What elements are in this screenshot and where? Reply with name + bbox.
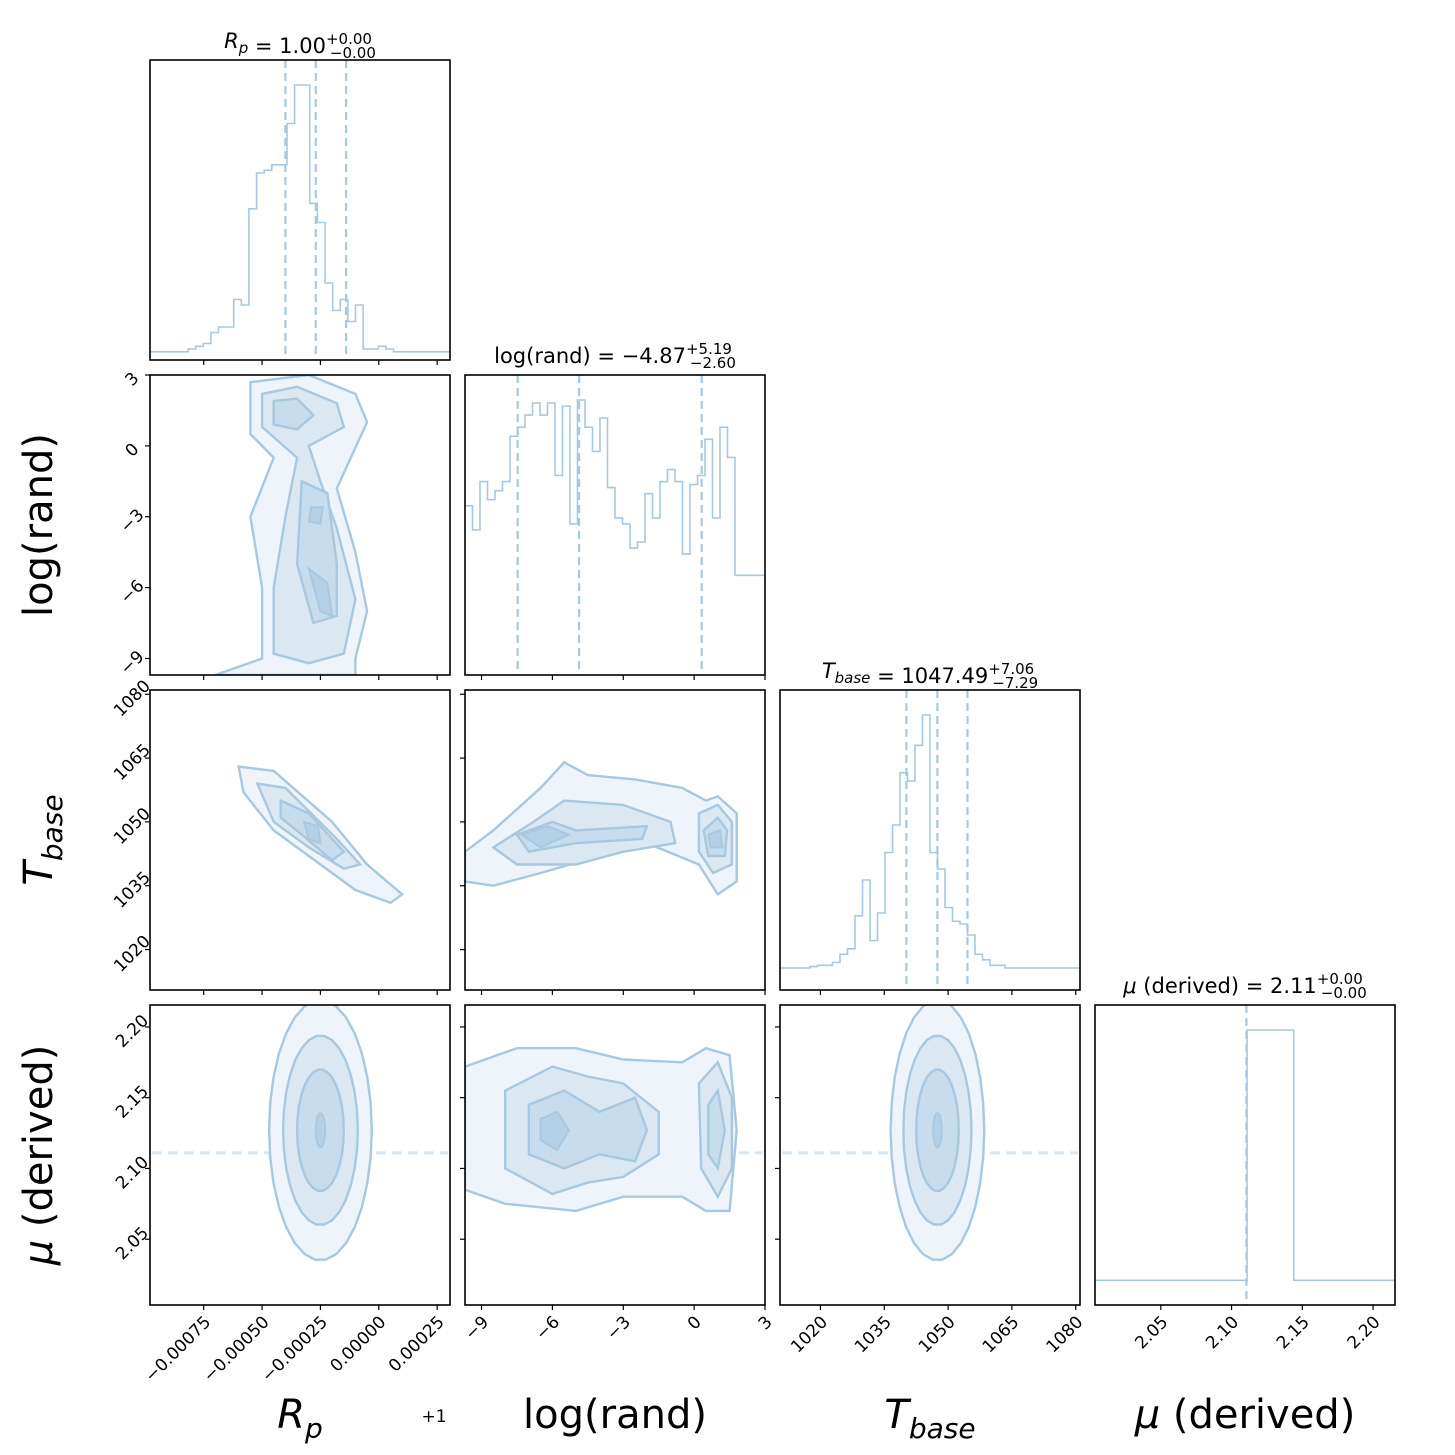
y-tick-label: 0 [122,439,144,461]
histogram-tbase [780,714,1080,969]
panel-mu-vs-logrand: −9 −6 −3 0 3 [460,1004,777,1344]
panel-tbase-vs-rp: 1020 1035 1050 1065 1080 [110,676,451,995]
x-tick-label: 0.00000 [326,1312,390,1376]
contour-logrand-tbase-peak [519,825,572,849]
x-tick-label: 2.10 [1202,1312,1243,1353]
x-tick-label: 1035 [851,1312,896,1357]
contour-tbase-mu-l3 [932,1112,943,1149]
panel-frame [464,374,766,676]
contour-rp-logrand-peak2 [307,566,334,618]
y-tick-label: 1020 [110,932,155,977]
panel-plot-area [780,690,1080,990]
histogram-mu [1095,1029,1395,1282]
x-tick-label: 1065 [979,1312,1024,1357]
histogram-logrand [465,399,765,577]
x-tick-label: −9 [461,1312,493,1344]
panel-logrand-vs-rp: −9 −6 −3 0 3 [117,369,451,680]
x-tick-label: 0 [684,1312,706,1334]
panel-plot-area [465,1046,763,1213]
panel-plot-area [465,375,765,675]
x-tick-label: −3 [603,1312,635,1344]
panel-plot-area [152,1005,448,1261]
x-tick-label: 1020 [787,1312,832,1357]
x-tick-label: 2.20 [1344,1312,1385,1353]
panel-frame [149,689,451,991]
contour-rp-logrand-l2a [272,397,316,431]
contour-logrand-mu-peak [539,1110,571,1152]
y-tick-label: −6 [117,576,149,608]
y-tick-label: −9 [117,647,149,679]
diagonal-title-tbase: Tbase = 1047.49+7.06 −7.29 [822,659,1038,692]
y-tick-label: 1035 [110,868,155,913]
y-tick-label: 2.20 [112,1011,153,1052]
x-tick-label: 0.00025 [385,1312,449,1376]
y-tick-label: −3 [117,505,149,537]
contour-logrand-tbase-peak2 [707,829,724,849]
panel-frame [464,689,766,991]
panel-tbase-vs-tbase [779,689,1081,995]
panel-mu-vs-mu: 2.05 2.10 2.15 2.20 [1094,1004,1396,1353]
panel-plot-area [782,1005,1078,1261]
panel-plot-area [215,375,369,675]
x-tick-label: 2.05 [1131,1312,1172,1353]
x-axis-title-mu: μ (derived) [1134,1392,1356,1438]
x-axis-title-logrand: log(rand) [523,1392,707,1438]
panel-frame [149,59,451,361]
y-tick-label: 1050 [110,804,155,849]
contour-rp-mu-l3 [314,1112,327,1149]
y-tick-label: 2.10 [112,1152,153,1193]
x-tick-label: 3 [755,1312,777,1334]
y-axis-title-logrand: log(rand) [16,433,62,617]
panel-plot-area [237,765,405,905]
panel-frame [1094,1004,1396,1306]
panel-frame [779,1004,1081,1306]
diagonal-title-logrand: log(rand) = −4.87+5.19 −2.60 [494,340,736,372]
panel-plot-area [465,760,738,896]
x-tick-label: −6 [532,1312,564,1344]
x-tick-label: 1080 [1043,1312,1088,1357]
panel-frame [149,1004,451,1306]
panel-rp-vs-rp [149,59,451,365]
panel-tbase-vs-logrand [460,689,766,995]
x-axis-title-rp: Rp [277,1392,323,1445]
y-axis-title-tbase: Tbase [16,794,69,885]
y-tick-label: 2.05 [112,1223,153,1264]
panel-mu-vs-tbase: 1020 1035 1050 1065 1080 [775,1004,1088,1357]
y-tick-label: 2.15 [112,1082,153,1123]
y-tick-label: 1080 [110,676,155,721]
y-tick-label: 3 [122,369,144,391]
panel-logrand-vs-logrand [464,374,766,680]
contour-rp-logrand-peak1 [307,506,324,525]
contour-logrand-mu-l2b [707,1087,727,1172]
histogram-rp [150,84,450,353]
panel-frame [464,1004,766,1306]
x-tick-label: 1050 [915,1312,960,1357]
panel-frame [149,374,451,676]
contour-rp-tbase-peak [302,820,322,845]
panel-frame [779,689,1081,991]
y-axis-title-mu: μ (derived) [16,1045,62,1267]
x-offset-label: +1 [421,1407,446,1427]
panel-plot-area [1095,1005,1395,1305]
panel-plot-area [150,60,450,360]
diagonal-title-rp: Rp = 1.00+0.00 −0.00 [224,29,376,62]
x-tick-label: 2.15 [1273,1312,1314,1353]
y-tick-label: 1065 [110,740,155,785]
x-axis-title-tbase: Tbase [884,1392,975,1445]
diagonal-title-mu: μ (derived) = 2.11+0.00 −0.00 [1122,970,1366,1002]
panel-mu-vs-rp: −0.00075−0.00050−0.000250.000000.000252.… [112,1004,451,1386]
